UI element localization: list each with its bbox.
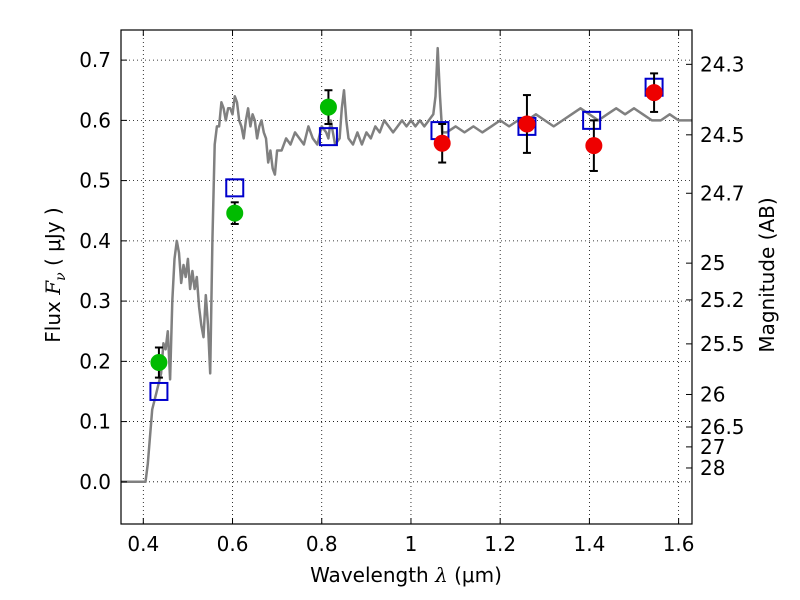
- right-tick-label: 24.5: [700, 123, 745, 147]
- x-tick-label: 1.4: [573, 532, 605, 556]
- y-axis-right-title: Magnitude (AB): [755, 197, 779, 352]
- x-tick-label: 0.4: [127, 532, 159, 556]
- x-tick-label: 1.2: [484, 532, 516, 556]
- right-tick-label: 25.5: [700, 332, 745, 356]
- y-tick-label: 0.7: [79, 48, 111, 72]
- model-photometry-square: [225, 178, 245, 198]
- optical-data-point: [319, 98, 337, 116]
- x-tick-label: 1: [405, 532, 418, 556]
- y-axis-title: Flux Fν ( μJy ): [41, 207, 69, 342]
- plot-area: [121, 46, 692, 484]
- x-tick-label: 0.6: [217, 532, 249, 556]
- model-sed-line: [121, 46, 692, 484]
- right-tick-label: 25: [700, 251, 725, 275]
- nearir-data-point: [433, 134, 451, 152]
- plot-frame: [120, 29, 693, 525]
- model-photometry-square: [318, 127, 338, 147]
- x-tick-label: 0.8: [306, 532, 338, 556]
- right-tick-label: 26: [700, 382, 725, 406]
- y-tick-label: 0.2: [79, 349, 111, 373]
- optical-data-point: [226, 204, 244, 222]
- right-tick-label: 27: [700, 435, 725, 459]
- y-tick-label: 0.1: [79, 410, 111, 434]
- right-tick-label: 25.2: [700, 288, 745, 312]
- y-tick-label: 0.3: [79, 289, 111, 313]
- nearir-data-point: [518, 115, 536, 133]
- optical-data-point: [150, 354, 168, 372]
- nearir-data-point: [645, 84, 663, 102]
- model-photometry-square: [582, 110, 602, 130]
- x-axis-title: Wavelength λ (μm): [310, 563, 502, 587]
- y-tick-label: 0.5: [79, 169, 111, 193]
- right-tick-label: 24.7: [700, 181, 745, 205]
- plot-series: [121, 46, 692, 484]
- grid: [121, 30, 692, 524]
- nearir-data-point: [585, 137, 603, 155]
- axis-ticks: 0.4 0.6 0.8 1 1.2 1.4 1.6 0.0 0.1 0.2 0.3 0.4 0.5 0.6…: [79, 30, 745, 556]
- model-photometry-square: [149, 381, 169, 401]
- right-tick-label: 28: [700, 456, 725, 480]
- x-tick-label: 1.6: [663, 532, 695, 556]
- right-tick-label: 24.3: [700, 52, 745, 76]
- right-tick-label: 26.5: [700, 415, 745, 439]
- y-tick-label: 0.6: [79, 108, 111, 132]
- y-tick-label: 0.4: [79, 229, 111, 253]
- y-tick-label: 0.0: [79, 470, 111, 494]
